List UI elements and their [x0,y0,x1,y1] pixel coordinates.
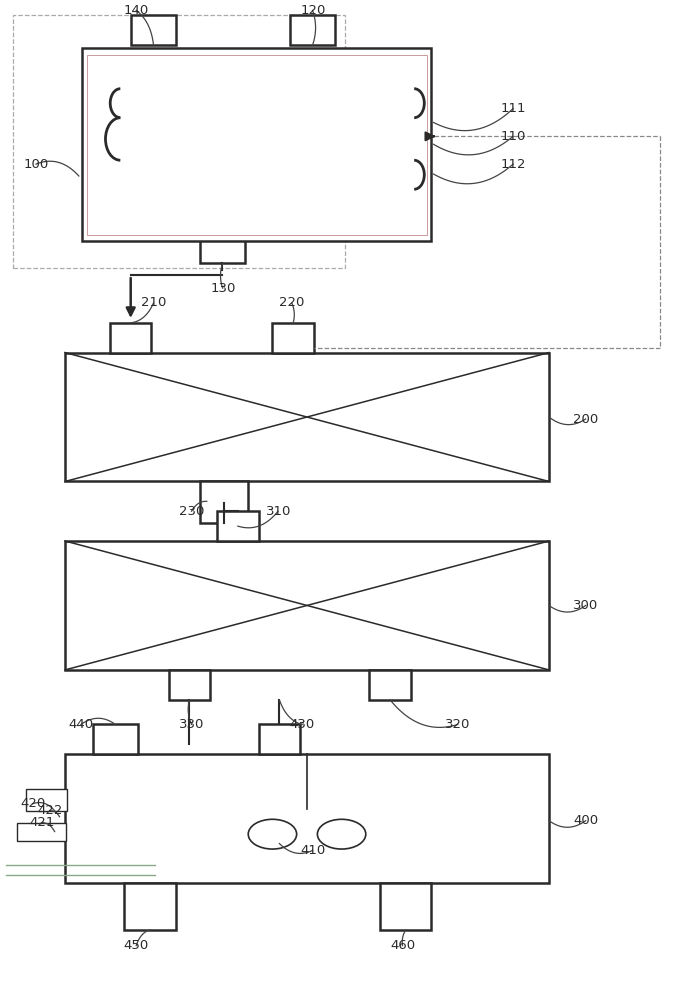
Text: 210: 210 [141,296,167,309]
Bar [82,48,431,241]
Bar [87,55,427,235]
Text: 450: 450 [124,939,149,952]
Bar [110,323,151,353]
Text: 100: 100 [24,158,49,171]
Bar [65,353,549,481]
Text: 320: 320 [445,718,470,731]
Bar [169,670,210,700]
Ellipse shape [317,819,366,849]
Text: 110: 110 [500,130,526,143]
Text: 421: 421 [29,816,54,829]
Bar [65,754,549,883]
Text: 330: 330 [179,718,204,731]
Text: 220: 220 [279,296,305,309]
Bar [131,15,176,45]
Bar [273,323,314,353]
Text: 130: 130 [210,282,236,295]
Bar [369,670,411,700]
Text: 140: 140 [124,4,149,17]
Bar [13,15,345,268]
Bar [124,883,176,930]
Text: 440: 440 [68,718,93,731]
Text: 230: 230 [179,505,204,518]
Text: 410: 410 [300,844,325,857]
Bar [217,511,259,541]
Text: 420: 420 [20,797,45,810]
Text: 310: 310 [266,505,291,518]
Bar [200,229,245,263]
Bar [65,541,549,670]
Text: 460: 460 [390,939,415,952]
Bar [290,15,335,45]
Ellipse shape [248,819,297,849]
Text: 300: 300 [573,599,599,612]
Bar [93,724,137,754]
Bar [259,724,300,754]
Text: 430: 430 [290,718,315,731]
Bar [26,789,67,811]
Text: 111: 111 [500,102,526,115]
Bar [380,883,431,930]
Text: 400: 400 [573,814,598,827]
Text: 112: 112 [500,158,526,171]
Bar [17,823,66,841]
Text: 200: 200 [573,413,599,426]
Text: 120: 120 [300,4,325,17]
Bar [200,481,248,523]
Text: 422: 422 [38,804,63,817]
